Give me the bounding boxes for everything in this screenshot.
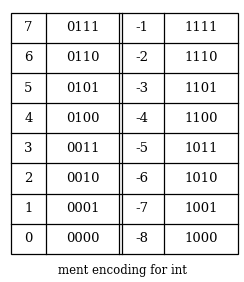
Text: -5: -5 [135,142,148,155]
Text: 1010: 1010 [184,172,218,185]
Text: 1001: 1001 [184,202,218,215]
Text: 7: 7 [24,21,33,34]
Text: 1: 1 [24,202,33,215]
Text: 1000: 1000 [184,232,218,245]
Text: 4: 4 [24,112,33,125]
Text: -3: -3 [135,81,149,94]
Text: 2: 2 [24,172,33,185]
Text: -2: -2 [135,51,148,64]
Text: 0111: 0111 [66,21,100,34]
Text: 0110: 0110 [66,51,100,64]
Text: 5: 5 [24,81,33,94]
Text: 0010: 0010 [66,172,100,185]
Text: 0101: 0101 [66,81,100,94]
Text: 6: 6 [24,51,33,64]
Text: 1101: 1101 [184,81,218,94]
Text: 1011: 1011 [184,142,218,155]
Text: 1110: 1110 [184,51,218,64]
Text: ment encoding for int: ment encoding for int [58,264,186,277]
Text: 0001: 0001 [66,202,100,215]
Text: 1111: 1111 [184,21,218,34]
Text: -4: -4 [135,112,148,125]
Text: 0: 0 [24,232,33,245]
Text: -7: -7 [135,202,149,215]
Text: -1: -1 [135,21,148,34]
Text: 0100: 0100 [66,112,100,125]
Text: 1100: 1100 [184,112,218,125]
Text: 0011: 0011 [66,142,100,155]
Text: 0000: 0000 [66,232,100,245]
Text: -8: -8 [135,232,148,245]
Text: 3: 3 [24,142,33,155]
Text: -6: -6 [135,172,149,185]
